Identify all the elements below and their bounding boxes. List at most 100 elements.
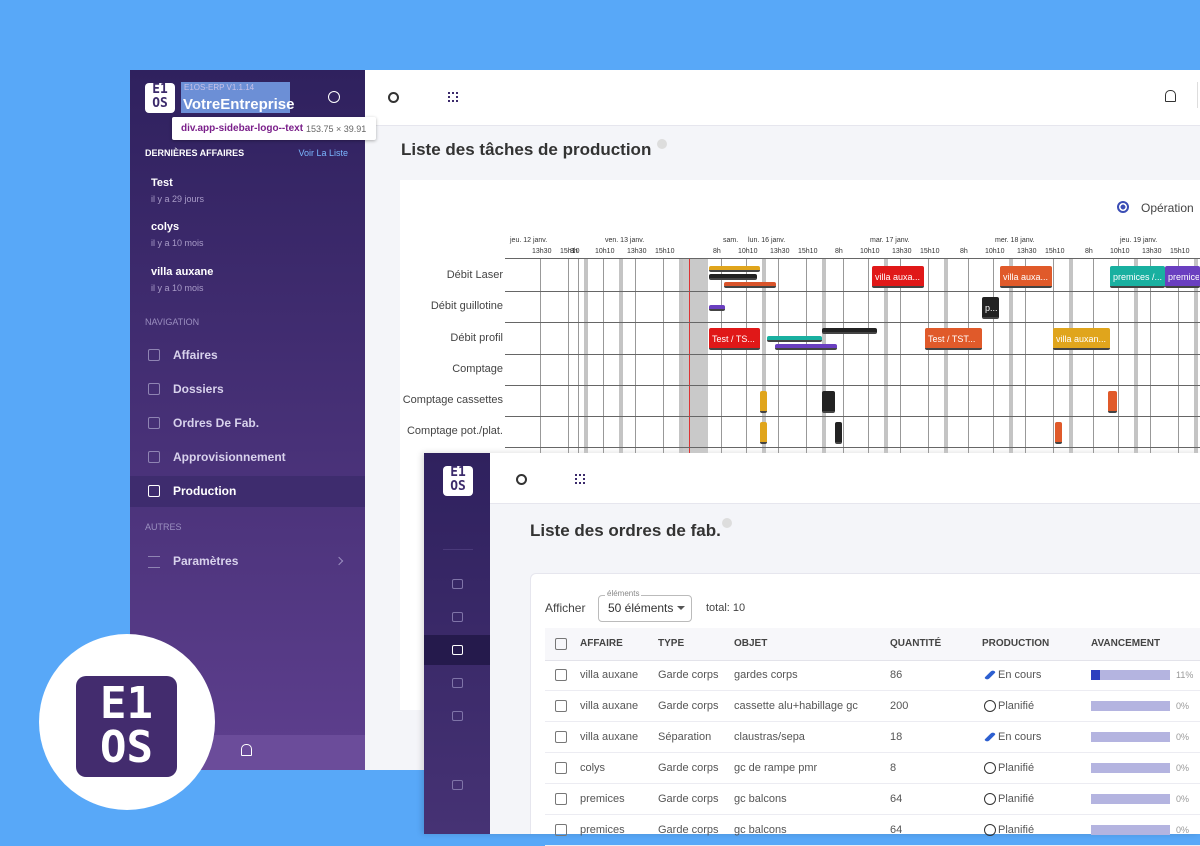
break-band <box>944 258 948 453</box>
row-line <box>545 814 1200 815</box>
row-line <box>505 447 1200 449</box>
cell: claustras/sepa <box>734 730 805 743</box>
nav-icon <box>148 485 160 497</box>
grid-line <box>868 258 869 453</box>
progress-label: 0% <box>1176 731 1190 742</box>
cell: Garde corps <box>658 823 719 836</box>
cell: gc balcons <box>734 823 787 836</box>
logo-text: E1 <box>450 465 466 480</box>
mini-icon <box>452 711 463 721</box>
row-line <box>545 690 1200 691</box>
qr-icon <box>575 474 585 484</box>
task-label: premices /... <box>1113 273 1163 282</box>
recent-name: colys <box>151 221 180 233</box>
checkbox <box>555 669 567 681</box>
task-bar <box>925 328 982 351</box>
view-option: Opération <box>1141 201 1194 215</box>
grid-line <box>778 258 779 453</box>
time-label: 15h10 <box>1170 247 1190 255</box>
grid-line <box>843 258 844 453</box>
row-label: Débit profil <box>450 331 503 344</box>
radio <box>1117 201 1129 213</box>
progress-track <box>1091 763 1170 773</box>
task-bar <box>1053 328 1110 351</box>
mini-icon <box>452 780 463 790</box>
progress-track <box>1091 732 1170 742</box>
grid-line <box>993 258 994 453</box>
nav-item: Production <box>173 484 237 498</box>
help-icon <box>657 139 667 149</box>
day-label: jeu. 19 janv. <box>1120 236 1158 244</box>
progress-label: 0% <box>1176 793 1190 804</box>
column-header: TYPE <box>658 638 685 649</box>
task-bar <box>775 344 837 351</box>
column-header: AFFAIRE <box>580 638 623 649</box>
task-bar <box>760 390 767 413</box>
task-label: premices <box>1168 273 1199 282</box>
grid-line <box>1178 258 1179 453</box>
time-label: 13h30 <box>770 247 790 255</box>
help-icon <box>722 518 732 528</box>
grid-line <box>746 258 747 453</box>
row-label: Comptage <box>452 362 503 375</box>
select-value: 50 éléments <box>608 601 674 615</box>
task-label: villa auxa... <box>1003 273 1049 282</box>
nav-icon <box>148 417 160 429</box>
bell <box>241 744 252 756</box>
cell: 64 <box>890 792 903 805</box>
time-label: 15h10 <box>798 247 818 255</box>
recent-name: Test <box>151 176 173 189</box>
day-label: mer. 18 janv. <box>995 236 1035 244</box>
section-heading: DERNIÈRES AFFAIRES <box>145 147 245 158</box>
selection <box>181 82 290 113</box>
day-label: mar. 17 janv. <box>870 236 910 244</box>
time-label: 10h10 <box>1110 247 1130 255</box>
cell: gc de rampe pmr <box>734 761 818 774</box>
time-label: 13h30 <box>1017 247 1037 255</box>
nav-item: Affaires <box>173 348 218 362</box>
cell: Séparation <box>658 730 712 743</box>
column-header: QUANTITÉ <box>890 638 942 649</box>
row-line <box>505 322 1200 324</box>
show-label: Afficher <box>545 601 586 615</box>
timer-icon <box>984 793 996 805</box>
nav-icon <box>148 383 160 395</box>
grid-line <box>568 258 569 453</box>
grid-line <box>635 258 636 453</box>
row-line <box>545 783 1200 784</box>
orders-card <box>530 573 1200 834</box>
day-label: ven. 13 janv. <box>605 236 645 244</box>
grid-line <box>578 258 579 453</box>
time-label: 8h <box>960 247 968 255</box>
task-bar <box>872 266 924 288</box>
timer-icon <box>984 700 996 712</box>
nav-item: Approvisionnement <box>173 450 286 464</box>
status: Planifié <box>998 761 1035 774</box>
grid-line <box>806 258 807 453</box>
day-label: lun. 16 janv. <box>748 236 786 244</box>
cell: Garde corps <box>658 699 719 712</box>
cell: 200 <box>890 699 909 712</box>
cell: Garde corps <box>658 668 719 681</box>
nav-item: Dossiers <box>173 382 224 396</box>
timer-icon <box>984 762 996 774</box>
grid-line <box>968 258 969 453</box>
time-label: 13h30 <box>1142 247 1162 255</box>
time-label: 10h10 <box>595 247 615 255</box>
task-bar <box>767 336 822 343</box>
separator <box>1197 82 1198 108</box>
day-label: sam. <box>723 236 739 244</box>
task-bar <box>1000 266 1052 288</box>
row-label: Comptage pot./plat. <box>406 425 503 438</box>
row-label: Comptage cassettes <box>402 393 503 406</box>
bell <box>1165 90 1176 102</box>
mini-icon <box>452 678 463 688</box>
row-line <box>505 291 1200 293</box>
cell: villa auxane <box>580 699 639 712</box>
logo-text: OS <box>100 722 153 773</box>
grid-line <box>1093 258 1094 453</box>
target-icon <box>328 91 340 103</box>
header-line <box>505 258 1200 259</box>
progress-label: 0% <box>1176 700 1190 711</box>
